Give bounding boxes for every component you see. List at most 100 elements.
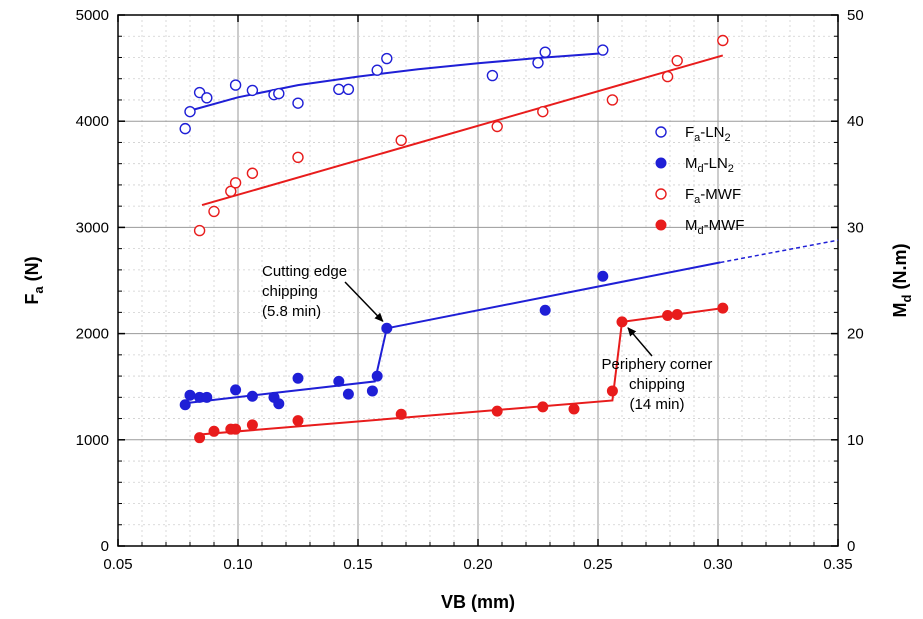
- data-point: [539, 46, 551, 58]
- data-point: [208, 425, 220, 437]
- data-point: [292, 151, 304, 164]
- data-point: [229, 177, 242, 189]
- data-point: [246, 167, 259, 179]
- fit-line-fa-ln2: [189, 52, 603, 112]
- legend-label: Fa-MWF: [685, 186, 741, 206]
- y-tick-label: 4000: [76, 113, 109, 130]
- legend-label: Md-MWF: [685, 217, 744, 237]
- data-point: [606, 94, 619, 106]
- grid-layer: [118, 15, 838, 546]
- x-tick-label: 0.20: [463, 556, 492, 573]
- legend-marker: [655, 188, 667, 200]
- data-point: [671, 308, 683, 320]
- data-point: [597, 270, 609, 282]
- fit-line-2: [201, 54, 724, 207]
- data-point: [661, 70, 674, 83]
- y-right-tick-label: 50: [847, 7, 864, 24]
- annotation-periphery-text: chipping: [629, 376, 685, 393]
- data-point: [292, 415, 304, 427]
- data-point: [292, 97, 304, 109]
- annotation-periphery-arrow: [627, 327, 653, 357]
- data-point: [537, 401, 549, 413]
- y-axis-title: Fa (N): [22, 256, 46, 304]
- data-point: [292, 372, 304, 384]
- data-point: [194, 432, 206, 444]
- data-point: [193, 224, 206, 237]
- y-right-tick-label: 20: [847, 326, 864, 343]
- y-right-tick-label: 30: [847, 219, 864, 236]
- data-point: [179, 399, 191, 411]
- y-right-tick-label: 10: [847, 432, 864, 449]
- fit-line-1: [180, 261, 721, 405]
- data-point: [568, 403, 580, 415]
- data-point: [246, 390, 258, 402]
- y-tick-label: 3000: [76, 219, 109, 236]
- annotations: Cutting edge chipping (5.8 min) Periphery c…: [262, 263, 712, 413]
- data-point: [486, 69, 499, 82]
- data-point: [273, 87, 285, 100]
- x-tick-label: 0.35: [823, 556, 852, 573]
- y-right-tick-label: 0: [847, 538, 855, 555]
- data-point: [717, 34, 729, 47]
- annotation-cutting-edge-text: Cutting edge: [262, 263, 347, 280]
- data-point: [371, 64, 383, 76]
- data-point: [366, 385, 378, 397]
- data-point: [333, 83, 345, 96]
- axes-layer: 0.05 0.10 0.15 0.20 0.25 0.30 0.35010002000300…: [22, 7, 914, 612]
- y-right-tick-label: 40: [847, 113, 864, 130]
- points-layer: [179, 34, 729, 444]
- legend: Fa-LN2 Md-LN2 Fa-MWF Md-MWF: [655, 124, 744, 237]
- data-point: [179, 122, 191, 135]
- fit-layer: [180, 52, 839, 436]
- data-point: [184, 105, 196, 118]
- data-point: [342, 388, 354, 400]
- annotation-cutting-edge-arrow: [344, 281, 384, 323]
- data-point: [230, 384, 242, 396]
- annotation-periphery-text: (14 min): [629, 396, 684, 413]
- data-point: [662, 310, 674, 322]
- data-point: [371, 370, 383, 382]
- data-point: [201, 391, 213, 403]
- annotation-periphery-text: Periphery corner: [602, 356, 713, 373]
- data-point: [208, 205, 220, 218]
- data-point: [184, 389, 196, 401]
- data-point: [225, 185, 237, 197]
- legend-label: Md-LN2: [685, 155, 734, 175]
- x-axis-title: VB (mm): [441, 592, 515, 612]
- legend-label: Fa-LN2: [685, 124, 731, 144]
- x-tick-label: 0.15: [343, 556, 372, 573]
- x-tick-label: 0.30: [703, 556, 732, 573]
- data-point: [717, 302, 729, 314]
- data-point: [230, 423, 242, 435]
- data-point: [201, 92, 213, 104]
- data-point: [532, 57, 544, 69]
- data-point: [381, 322, 393, 334]
- legend-marker: [655, 157, 667, 169]
- data-point: [597, 44, 609, 56]
- data-point: [273, 398, 285, 410]
- annotation-cutting-edge-text: chipping: [262, 283, 318, 300]
- data-point: [246, 419, 258, 431]
- legend-marker: [655, 219, 667, 231]
- y-tick-label: 0: [101, 538, 109, 555]
- data-point: [616, 316, 628, 328]
- data-point: [333, 375, 345, 387]
- y-tick-label: 1000: [76, 432, 109, 449]
- x-tick-label: 0.25: [583, 556, 612, 573]
- x-tick-label: 0.05: [103, 556, 132, 573]
- data-point: [395, 408, 407, 420]
- y-tick-label: 5000: [76, 7, 109, 24]
- data-point: [606, 385, 618, 397]
- fit-extrapolated-line: [720, 239, 839, 264]
- data-point: [671, 54, 683, 67]
- y-tick-label: 2000: [76, 326, 109, 343]
- annotation-cutting-edge-text: (5.8 min): [262, 303, 321, 320]
- data-point: [395, 134, 407, 147]
- data-point: [491, 405, 503, 417]
- legend-marker: [655, 126, 667, 138]
- data-point: [381, 52, 393, 65]
- data-point: [246, 84, 259, 97]
- x-tick-label: 0.10: [223, 556, 252, 573]
- data-point: [342, 83, 355, 96]
